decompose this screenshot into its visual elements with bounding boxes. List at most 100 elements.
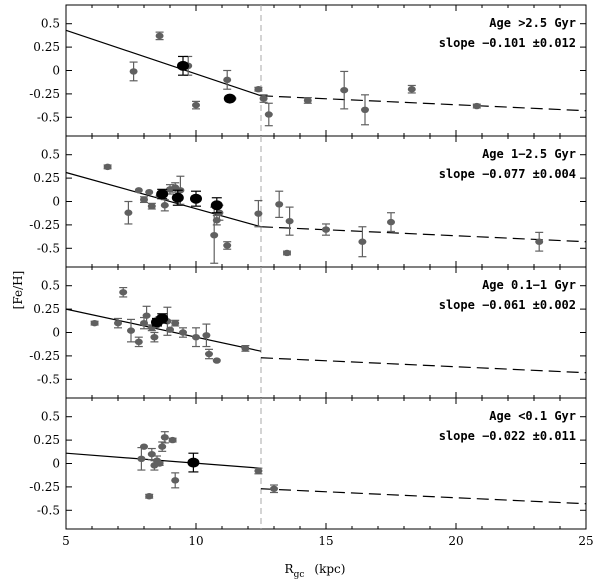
panel-4: 0.5 0.25 0 -0.25 -0.5 Age <0.1 Gyr slope −0.02… [29,397,587,530]
data-point [535,238,544,245]
y-tick-label: 0.25 [33,171,60,185]
data-point [140,443,148,450]
y-tick-label: -0.5 [37,110,60,124]
data-point [202,332,211,339]
data-point [264,111,273,118]
data-point-big [156,189,169,200]
data-point [361,106,369,114]
y-tick-label: 0 [52,195,60,209]
data-point [179,329,187,336]
x-tick-labels: 5 10 15 20 25 [62,534,593,548]
data-point [147,202,156,210]
data-point-big [187,457,200,468]
data-point [155,460,164,467]
y-tick-label: 0.5 [41,17,60,31]
data-point [223,76,232,84]
panel-slope-label: slope −0.077 ±0.004 [439,167,576,181]
panel-slope-label: slope −0.022 ±0.011 [439,429,576,443]
y-tick-label: 0.25 [33,433,60,447]
data-point [358,238,367,245]
data-point [142,312,151,319]
data-point-big [190,193,202,204]
data-point [407,86,416,93]
data-point [103,163,112,171]
panel-age-label: Age <0.1 Gyr [489,409,576,423]
data-point [270,485,278,492]
data-point [283,249,291,257]
data-point [129,68,138,75]
data-point-big [223,93,236,104]
x-axis-label-main: R [285,562,295,576]
data-point [254,86,263,93]
panel-3: 0.5 0.25 0 -0.25 -0.5 Age 0.1−1 Gyr slope −0.0… [29,266,587,399]
data-point [322,226,330,233]
panel-2: 0.5 0.25 0 -0.25 -0.5 Age 1−2.5 Gyr slope −0.0… [29,135,587,268]
y-tick-label: 0 [52,64,60,78]
data-point [145,493,154,500]
inner-fit-line [65,452,262,469]
data-point [137,455,146,463]
data-point [171,319,180,327]
outer-fit-line [260,357,587,374]
panel-age-label: Age 0.1−1 Gyr [482,278,576,292]
data-point-big [210,200,223,211]
y-tick-label: -0.5 [37,503,60,517]
data-point [90,319,99,327]
panels: 0.5 0.25 0 -0.25 -0.5 Age >2.5 Gyr slope −0.10… [29,4,587,530]
data-point [171,477,180,484]
x-tick-label: 10 [188,534,203,548]
data-point [160,434,169,441]
y-tick-label: 0.25 [33,302,60,316]
y-tick-label: 0 [52,326,60,340]
panel-slope-label: slope −0.061 ±0.002 [439,298,576,312]
x-axis-label-unit: (kpc) [314,562,345,576]
data-point [150,333,159,341]
data-point [303,97,312,104]
y-tick-label: -0.25 [29,480,60,494]
data-point [114,319,122,327]
y-tick-label: -0.5 [37,372,60,386]
y-tick-label: 0 [52,457,60,471]
data-point-big [171,192,184,203]
data-point [140,196,148,203]
data-point [192,101,200,109]
x-tick-label: 20 [448,534,463,548]
x-tick-label: 25 [578,534,593,548]
data-point [134,187,143,194]
data-point [340,86,349,94]
y-tick-label: -0.5 [37,241,60,255]
outer-fit-line [260,488,587,505]
y-tick-label: -0.25 [29,218,60,232]
data-point [212,357,221,364]
outer-fit-line [260,95,587,112]
data-point [127,327,135,334]
data-point [254,210,263,217]
y-tick-label: -0.25 [29,87,60,101]
y-tick-label: 0.5 [41,410,60,424]
data-point [168,436,177,444]
data-point [223,242,232,249]
data-point [158,443,167,450]
data-point [145,188,154,196]
data-point [472,102,481,110]
y-tick-label: 0.25 [33,40,60,54]
x-tick-label: 5 [62,534,70,548]
inner-fit-line [65,308,262,352]
panel-slope-label: slope −0.101 ±0.012 [439,36,576,50]
data-point [134,338,143,346]
data-point-big [177,60,189,71]
data-point [192,333,200,341]
data-point [166,326,174,333]
inner-fit-line [65,29,262,97]
data-point [119,289,128,296]
data-point [259,95,268,102]
data-point [205,350,213,358]
data-point [210,231,219,239]
panel-1: 0.5 0.25 0 -0.25 -0.5 Age >2.5 Gyr slope −0.10… [29,4,587,137]
y-tick-label: 0.5 [41,279,60,293]
data-point [387,218,395,226]
data-point [254,467,263,475]
x-tick-label: 15 [318,534,333,548]
data-point [285,217,294,225]
y-axis-label: [Fe/H] [11,271,25,310]
